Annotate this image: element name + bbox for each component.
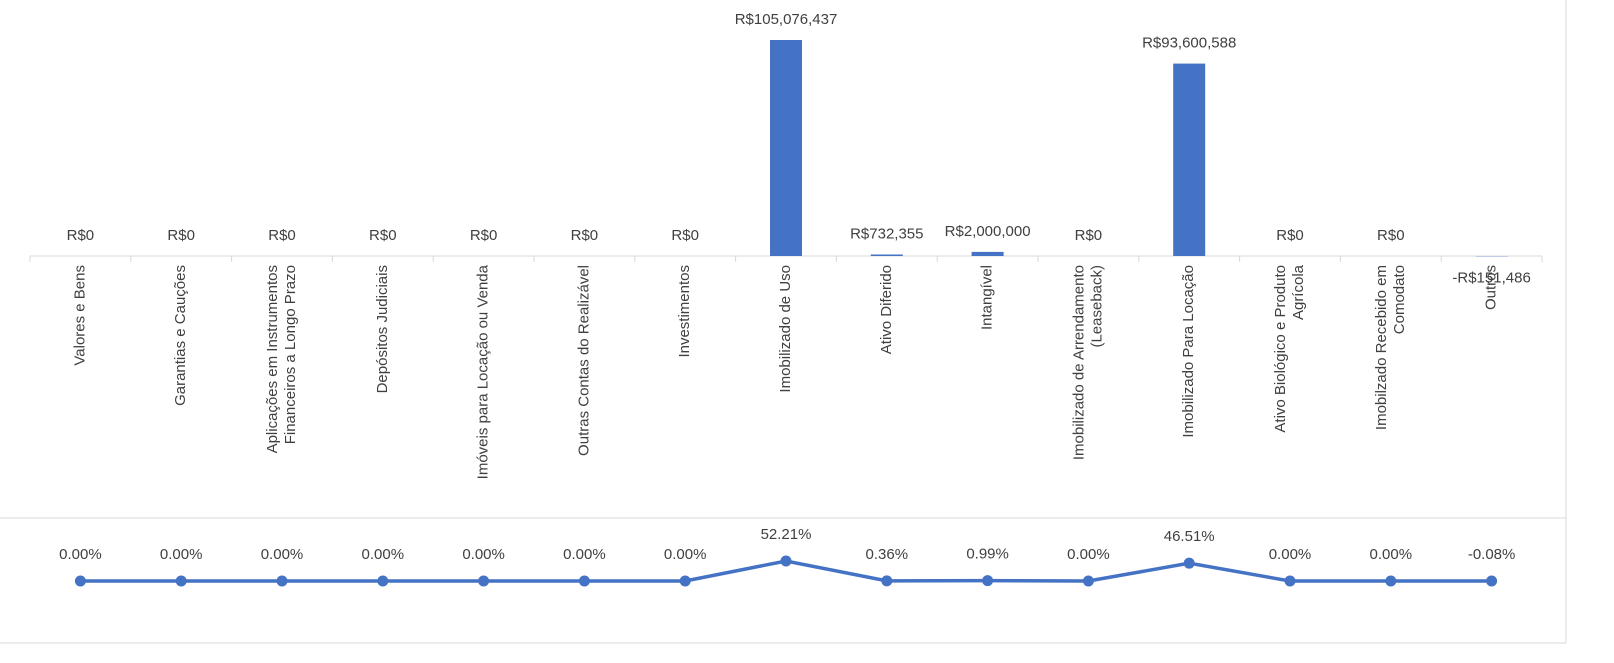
line-marker xyxy=(881,575,893,587)
value-label: R$0 xyxy=(1377,227,1405,244)
category-label: Depósitos Judiciais xyxy=(374,265,391,393)
value-label: R$732,355 xyxy=(850,225,923,242)
value-label: R$0 xyxy=(470,227,498,244)
value-label: 0.00% xyxy=(1370,546,1413,563)
value-label: R$93,600,588 xyxy=(1142,35,1236,52)
category-label: Imóveis para Locação ou Venda xyxy=(475,264,492,479)
category-label: Imobilizado de Uso xyxy=(777,265,794,393)
value-label: 0.36% xyxy=(866,546,909,563)
value-label: 0.00% xyxy=(563,546,606,563)
value-label: 0.99% xyxy=(966,546,1009,563)
value-label: 52.21% xyxy=(761,526,812,543)
line-marker xyxy=(1082,575,1094,587)
category-label: Investimentos xyxy=(676,265,693,358)
value-label: 0.00% xyxy=(362,546,405,563)
category-label: Ativo Diferido xyxy=(878,265,895,354)
category-label: Intangível xyxy=(979,265,996,330)
category-label: Ativo Biológico e ProdutoAgrícola xyxy=(1272,264,1307,432)
value-label: R$0 xyxy=(167,227,195,244)
category-label: Outros xyxy=(1483,265,1500,310)
value-label: R$105,076,437 xyxy=(735,11,838,28)
line-marker xyxy=(780,555,792,567)
value-label: R$0 xyxy=(1276,227,1304,244)
line-marker xyxy=(276,575,288,587)
line-marker xyxy=(1284,575,1296,587)
line-marker xyxy=(1486,575,1498,587)
bar xyxy=(770,40,802,256)
category-label: Outras Contas do Realizável xyxy=(575,265,592,456)
value-label: R$2,000,000 xyxy=(945,223,1031,240)
value-label: -0.08% xyxy=(1468,546,1516,563)
value-label: 46.51% xyxy=(1164,528,1215,545)
line-marker xyxy=(377,575,389,587)
value-label: 0.00% xyxy=(160,546,203,563)
category-label: Imobilizado Para Locação xyxy=(1180,265,1197,438)
value-label: R$0 xyxy=(571,227,599,244)
category-label: Garantias e Cauções xyxy=(172,265,189,406)
line-marker xyxy=(1183,557,1195,569)
value-label: R$0 xyxy=(67,227,95,244)
category-label: Imobilizado de Arrendamento(Leaseback) xyxy=(1070,265,1105,460)
value-label: 0.00% xyxy=(261,546,304,563)
bar xyxy=(1173,63,1206,256)
category-label: Valores e Bens xyxy=(71,265,88,366)
value-label: 0.00% xyxy=(59,546,102,563)
bar xyxy=(971,251,1004,256)
line-marker xyxy=(74,575,86,587)
value-label: R$0 xyxy=(369,227,397,244)
line-marker xyxy=(478,575,490,587)
line-marker xyxy=(679,575,691,587)
category-label: Imobilzado Recebido emComodato xyxy=(1373,265,1408,430)
value-label: 0.00% xyxy=(664,546,707,563)
value-label: R$0 xyxy=(671,227,699,244)
value-label: 0.00% xyxy=(1067,546,1110,563)
value-label: 0.00% xyxy=(1269,546,1312,563)
category-label: Aplicações em InstrumentosFinanceiros a … xyxy=(264,265,299,453)
line-marker xyxy=(982,575,994,587)
bar xyxy=(870,254,903,256)
line-marker xyxy=(578,575,590,587)
line-marker xyxy=(1385,575,1397,587)
value-label: -R$151,486 xyxy=(1452,269,1530,286)
value-label: 0.00% xyxy=(462,546,505,563)
value-label: R$0 xyxy=(1075,227,1103,244)
line-marker xyxy=(175,575,187,587)
value-label: R$0 xyxy=(268,227,296,244)
